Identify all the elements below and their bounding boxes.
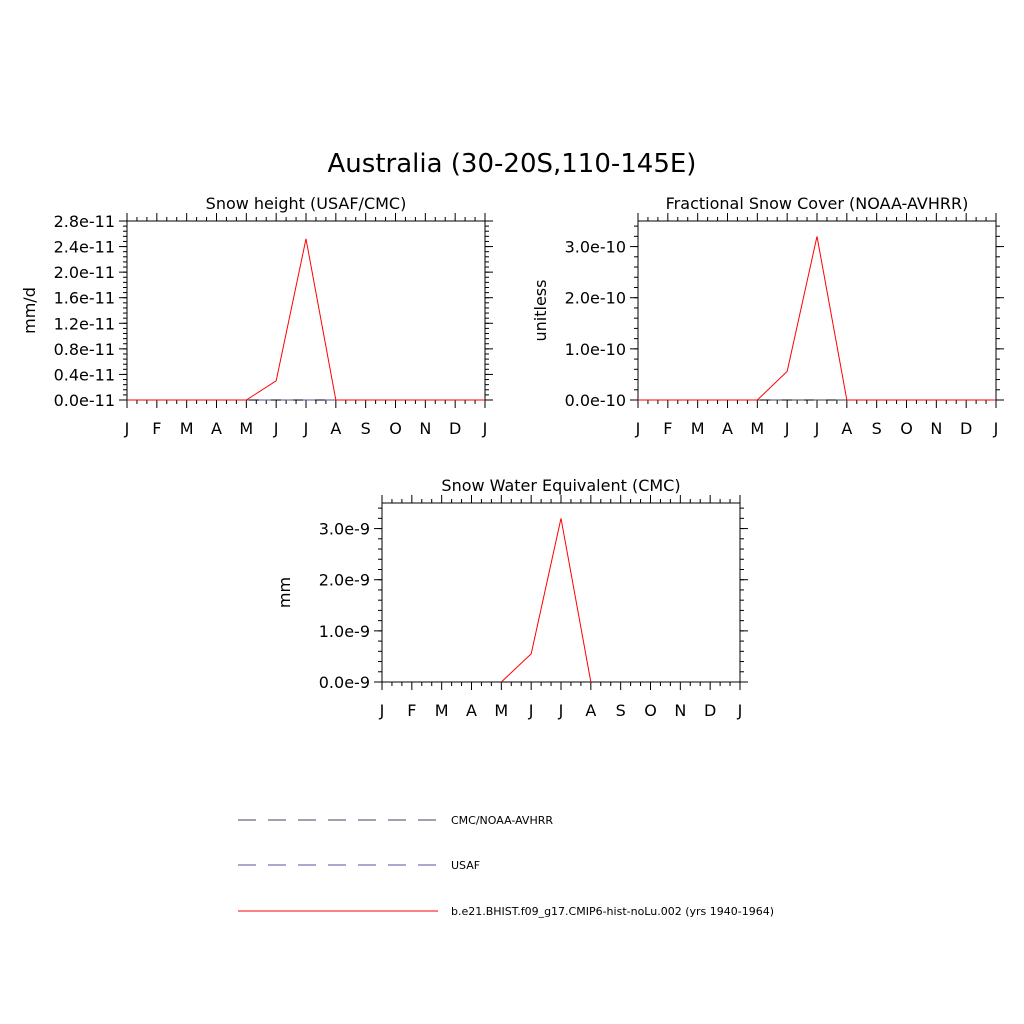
x-tick-label: J xyxy=(737,701,743,720)
chart-title: Snow height (USAF/CMC) xyxy=(206,194,407,213)
x-tick-label: F xyxy=(407,701,416,720)
x-tick-label: A xyxy=(330,419,341,438)
x-tick-label: F xyxy=(152,419,161,438)
x-tick-label: F xyxy=(663,419,672,438)
y-tick-label: 1.0e-9 xyxy=(319,622,370,641)
x-tick-label: A xyxy=(585,701,596,720)
x-tick-label: O xyxy=(900,419,913,438)
chart-panel-3: Snow Water Equivalent (CMC)mmJ F M A M J J A S O N… xyxy=(275,476,748,720)
y-tick-label: 1.0e-10 xyxy=(565,340,626,359)
x-tick-label: O xyxy=(389,419,402,438)
x-tick-label: J xyxy=(124,419,130,438)
y-axis-label: unitless xyxy=(531,280,550,342)
legend: CMC/NOAA-AVHRR USAF b.e21.BHIST.f09_g17.CM… xyxy=(238,814,774,918)
y-tick-label: 0.8e-11 xyxy=(54,340,115,359)
y-axis-label: mm xyxy=(275,577,294,608)
y-tick-label: 1.2e-11 xyxy=(54,314,115,333)
x-tick-label: S xyxy=(361,419,371,438)
x-tick-label: M xyxy=(750,419,764,438)
x-tick-label: M xyxy=(494,701,508,720)
y-tick-label: 3.0e-9 xyxy=(319,520,370,539)
x-tick-label: S xyxy=(872,419,882,438)
x-tick-label: S xyxy=(616,701,626,720)
chart-panel-1: Snow height (USAF/CMC)mm/dJ F M A M J J A S O N D J0… xyxy=(20,194,493,438)
x-tick-label: M xyxy=(691,419,705,438)
plot-frame xyxy=(126,220,486,401)
x-tick-label: O xyxy=(644,701,657,720)
x-tick-label: J xyxy=(303,419,309,438)
plot-frame xyxy=(381,502,741,683)
x-tick-label: J xyxy=(379,701,385,720)
chart-title: Fractional Snow Cover (NOAA-AVHRR) xyxy=(666,194,969,213)
x-tick-label: J xyxy=(635,419,641,438)
x-tick-label: A xyxy=(211,419,222,438)
y-tick-label: 2.0e-10 xyxy=(565,289,626,308)
x-tick-label: M xyxy=(239,419,253,438)
legend-item: CMC/NOAA-AVHRR xyxy=(238,814,553,827)
chart-panel-2: Fractional Snow Cover (NOAA-AVHRR) unitle… xyxy=(531,194,1004,438)
y-tick-label: 1.6e-11 xyxy=(54,289,115,308)
y-tick-label: 2.0e-11 xyxy=(54,263,115,282)
x-tick-label: A xyxy=(722,419,733,438)
x-tick-label: J xyxy=(528,701,534,720)
x-tick-label: N xyxy=(674,701,686,720)
series-line xyxy=(500,518,592,683)
x-tick-label: J xyxy=(558,701,564,720)
x-tick-label: D xyxy=(704,701,716,720)
chart-panels: Snow height (USAF/CMC)mm/dJ F M A M J J A S O N D J0… xyxy=(20,194,1004,720)
x-tick-label: N xyxy=(930,419,942,438)
y-tick-label: 0.4e-11 xyxy=(54,365,115,384)
x-tick-label: J xyxy=(784,419,790,438)
y-tick-label: 2.8e-11 xyxy=(54,212,115,231)
legend-label: CMC/NOAA-AVHRR xyxy=(451,814,553,827)
x-tick-label: D xyxy=(449,419,461,438)
figure-title: Australia (30-20S,110-145E) xyxy=(328,149,697,179)
y-tick-label: 0.0e-9 xyxy=(319,673,370,692)
chart-title: Snow Water Equivalent (CMC) xyxy=(441,476,680,495)
x-tick-label: J xyxy=(482,419,488,438)
y-tick-label: 0.0e-10 xyxy=(565,391,626,410)
y-tick-label: 2.4e-11 xyxy=(54,238,115,257)
plot-frame xyxy=(637,220,997,401)
x-tick-label: M xyxy=(180,419,194,438)
x-tick-label: A xyxy=(466,701,477,720)
y-tick-label: 3.0e-10 xyxy=(565,238,626,257)
series-line xyxy=(638,236,996,401)
legend-label: b.e21.BHIST.f09_g17.CMIP6-hist-noLu.002 … xyxy=(451,905,774,918)
x-tick-label: A xyxy=(841,419,852,438)
x-tick-label: J xyxy=(993,419,999,438)
x-tick-label: J xyxy=(814,419,820,438)
legend-label: USAF xyxy=(451,859,480,872)
series-line xyxy=(127,238,485,401)
x-tick-label: M xyxy=(435,701,449,720)
y-tick-label: 2.0e-9 xyxy=(319,571,370,590)
y-tick-label: 0.0e-11 xyxy=(54,391,115,410)
legend-item: USAF xyxy=(238,859,480,872)
y-axis-label: mm/d xyxy=(20,287,39,334)
x-tick-label: J xyxy=(273,419,279,438)
x-tick-label: D xyxy=(960,419,972,438)
legend-item: b.e21.BHIST.f09_g17.CMIP6-hist-noLu.002 … xyxy=(238,905,774,918)
x-tick-label: N xyxy=(419,419,431,438)
